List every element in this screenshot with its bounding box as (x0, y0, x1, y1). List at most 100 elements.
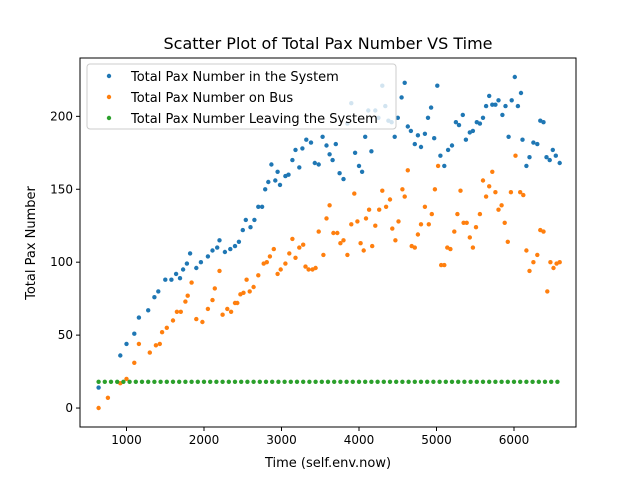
data-point (96, 405, 101, 411)
data-point (96, 385, 101, 390)
data-point (425, 379, 430, 384)
data-point (136, 341, 142, 347)
data-point (332, 379, 337, 384)
data-point (535, 252, 540, 258)
data-point (402, 194, 407, 199)
data-point (321, 252, 326, 258)
data-point (477, 121, 483, 126)
series-1 (96, 74, 562, 390)
data-point (464, 220, 469, 225)
data-point (170, 379, 176, 384)
data-point (235, 300, 240, 306)
data-point (108, 379, 114, 384)
data-point (369, 149, 374, 154)
data-point (185, 293, 190, 298)
data-point (458, 188, 463, 193)
data-point (439, 262, 444, 268)
data-point (435, 83, 440, 88)
data-point (276, 379, 281, 384)
data-point (352, 150, 358, 155)
legend-label: Total Pax Number Leaving the System (130, 112, 378, 127)
y-tick-label: 150 (50, 182, 73, 196)
data-point (449, 143, 455, 148)
data-point (396, 219, 401, 224)
data-point (327, 152, 332, 157)
data-point (449, 379, 455, 384)
data-point (337, 171, 342, 176)
data-point (448, 246, 453, 252)
data-point (531, 140, 536, 145)
data-point (452, 229, 457, 234)
data-point (502, 220, 507, 225)
data-point (156, 289, 161, 294)
data-point (412, 379, 417, 384)
data-point (251, 284, 256, 290)
data-point (487, 184, 492, 189)
data-point (169, 277, 174, 282)
legend-marker (106, 94, 112, 100)
data-point (174, 309, 180, 314)
data-point (232, 243, 238, 249)
x-tick-label: 2000 (189, 433, 220, 447)
y-axis-ticks: 0 50 100 150 200 (50, 109, 80, 415)
data-point (549, 379, 554, 384)
data-point (132, 331, 137, 336)
data-point (395, 115, 400, 121)
data-point (271, 246, 276, 252)
data-point (205, 306, 211, 312)
data-point (542, 379, 548, 384)
data-point (286, 172, 291, 177)
data-point (363, 216, 369, 221)
data-point (201, 379, 207, 384)
data-point (306, 267, 311, 272)
y-tick-label: 100 (50, 255, 73, 269)
data-point (324, 143, 329, 148)
data-point (239, 379, 244, 384)
data-point (245, 379, 250, 384)
data-point (170, 318, 176, 323)
data-point (319, 379, 324, 384)
data-point (217, 238, 222, 243)
data-point (548, 260, 553, 265)
data-point (520, 137, 525, 142)
data-point (418, 222, 424, 227)
data-point (184, 261, 190, 266)
data-point (467, 235, 472, 240)
data-point (183, 299, 188, 304)
x-tick-label: 6000 (499, 433, 530, 447)
data-point (499, 203, 504, 208)
data-point (505, 239, 510, 244)
data-point (236, 239, 242, 244)
data-point (442, 262, 447, 268)
data-point (544, 155, 549, 160)
data-point (418, 144, 424, 150)
data-point (164, 325, 169, 330)
data-point (445, 147, 451, 153)
data-point (462, 379, 467, 384)
data-point (275, 169, 280, 174)
data-point (152, 295, 157, 300)
data-point (297, 245, 302, 250)
data-point (222, 249, 228, 255)
data-point (456, 122, 462, 128)
data-point (390, 226, 395, 231)
data-point (214, 379, 219, 384)
data-point (225, 306, 230, 312)
data-point (527, 268, 532, 274)
data-point (312, 160, 317, 166)
data-point (308, 140, 314, 145)
data-point (435, 163, 441, 169)
data-point (208, 379, 213, 384)
data-point (380, 188, 385, 193)
data-point (361, 248, 366, 253)
data-point (521, 192, 526, 198)
data-point (443, 379, 448, 384)
y-axis-label: Total Pax Number (24, 185, 39, 300)
data-point (297, 165, 302, 170)
data-point (515, 103, 521, 109)
data-point (115, 379, 120, 384)
data-point (200, 319, 205, 325)
data-point (105, 395, 111, 400)
data-point (157, 341, 162, 347)
data-point (252, 217, 257, 223)
